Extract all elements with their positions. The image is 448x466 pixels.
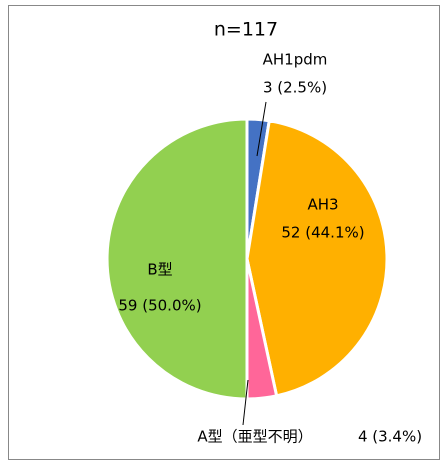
category-label: AH3 — [307, 196, 338, 214]
value-label: 3 (2.5%) — [263, 79, 327, 97]
pie-slice — [105, 117, 249, 401]
category-label: A型（亜型不明） — [197, 428, 312, 446]
value-label: 4 (3.4%) — [358, 428, 422, 446]
category-label: B型 — [147, 261, 172, 279]
value-label: 52 (44.1%) — [281, 224, 364, 242]
leader-line — [256, 101, 267, 157]
chart-title: n=117 — [214, 19, 278, 41]
pie-slice — [245, 119, 389, 398]
value-label: 59 (50.0%) — [118, 297, 201, 315]
category-label: AH1pdm — [263, 51, 328, 69]
leader-line — [242, 379, 249, 426]
